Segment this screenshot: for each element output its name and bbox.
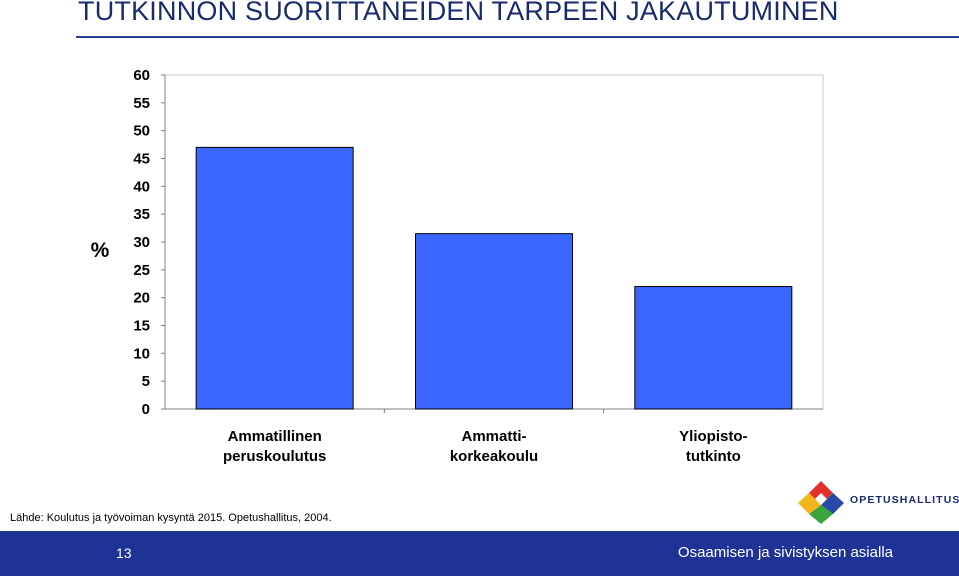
x-tick-label: Ammatillinen bbox=[228, 428, 322, 445]
y-tick-label: 20 bbox=[133, 290, 150, 307]
y-tick-label: 25 bbox=[133, 262, 150, 279]
y-tick-label: 5 bbox=[142, 373, 150, 390]
source-note: Lähde: Koulutus ja työvoiman kysyntä 201… bbox=[10, 512, 332, 524]
y-tick-label: 0 bbox=[142, 401, 150, 418]
opetushallitus-logo: OPETUSHALLITUS bbox=[796, 479, 959, 525]
y-tick-label: 15 bbox=[133, 318, 150, 335]
x-tick-label: korkeakoulu bbox=[450, 448, 538, 465]
y-tick-label: 60 bbox=[133, 67, 150, 84]
y-tick-label: 50 bbox=[133, 123, 150, 140]
slide-title: TUTKINNON SUORITTANEIDEN TARPEEN JAKAUTU… bbox=[78, 0, 839, 26]
footer-bar: 13 Osaamisen ja sivistyksen asialla bbox=[0, 531, 959, 576]
x-tick-label: Yliopisto- bbox=[679, 428, 747, 445]
logo-text: OPETUSHALLITUS bbox=[850, 494, 959, 506]
x-tick-label: Ammatti- bbox=[461, 428, 526, 445]
bar bbox=[415, 233, 573, 410]
x-tick-label: tutkinto bbox=[686, 448, 741, 465]
footer-slogan: Osaamisen ja sivistyksen asialla bbox=[677, 544, 893, 561]
y-tick-label: 55 bbox=[133, 95, 150, 112]
bar-chart: 0 5 10 15 20 25 30 35 40 45 50 55 60% Ammatillinen per… bbox=[91, 67, 824, 465]
y-axis-label: % bbox=[91, 239, 110, 262]
logo-diamond-icon bbox=[798, 481, 844, 524]
y-tick-label: 40 bbox=[133, 178, 150, 195]
y-tick-label: 45 bbox=[133, 151, 150, 168]
bar bbox=[195, 146, 354, 410]
y-tick-label: 30 bbox=[133, 234, 150, 251]
bar bbox=[634, 286, 793, 410]
y-tick-label: 10 bbox=[133, 345, 150, 362]
x-tick-label: peruskoulutus bbox=[223, 448, 326, 465]
page-number: 13 bbox=[116, 545, 132, 561]
y-tick-label: 35 bbox=[133, 206, 150, 223]
title-rule bbox=[76, 36, 959, 38]
